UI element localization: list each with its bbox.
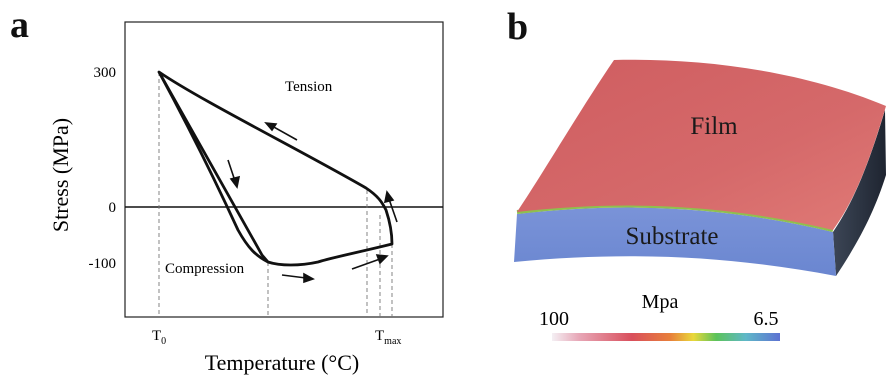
ytick-0: 0 (109, 200, 117, 216)
xtick-t0-sub: 0 (161, 336, 166, 347)
ytick-300: 300 (94, 65, 117, 81)
x-axis-title: Temperature (°C) (205, 350, 359, 375)
colorbar-max-label: 6.5 (754, 308, 779, 330)
label-tension: Tension (285, 79, 333, 95)
xtick-t0-base: T (152, 328, 161, 344)
arrow-bottom-head (303, 272, 315, 284)
arrow-left-head (229, 175, 241, 189)
y-axis-title: Stress (MPa) (48, 118, 73, 232)
arrow-right-bottom (351, 258, 381, 270)
label-film: Film (690, 113, 738, 140)
xtick-tmax-base: T (375, 328, 384, 344)
arrow-upper (271, 125, 298, 141)
hysteresis-loop-heating (157, 70, 394, 267)
colorbar (552, 333, 780, 341)
xtick-tmax-sub: max (384, 336, 401, 347)
guide-lines (158, 72, 393, 317)
xtick-tmax: Tmax (375, 328, 401, 347)
panel-a-letter: a (10, 4, 29, 46)
substrate-side-face (833, 110, 886, 276)
film-surface (517, 59, 886, 230)
label-compression: Compression (165, 261, 245, 277)
ytick-neg100: -100 (89, 256, 117, 272)
arrow-right-up (388, 198, 398, 223)
hysteresis-loop-cooling (157, 71, 269, 264)
arrow-right-up-head (383, 190, 395, 204)
xtick-t0: T0 (152, 328, 166, 347)
arrow-bottom (281, 274, 307, 279)
plot-frame (124, 21, 444, 318)
colorbar-min-label: 100 (539, 308, 569, 330)
stress-temperature-plot: 300 0 -100 T0 Tmax Tension Compression S… (48, 21, 444, 375)
film-substrate-interface (516, 203, 834, 232)
colorbar-title: Mpa (642, 291, 679, 313)
direction-arrows (227, 122, 398, 284)
arrow-right-bottom-head (375, 254, 389, 265)
panel-b-letter: b (507, 6, 529, 48)
label-substrate: Substrate (625, 223, 718, 250)
substrate-block (514, 207, 836, 276)
arrow-upper-head (264, 122, 278, 132)
